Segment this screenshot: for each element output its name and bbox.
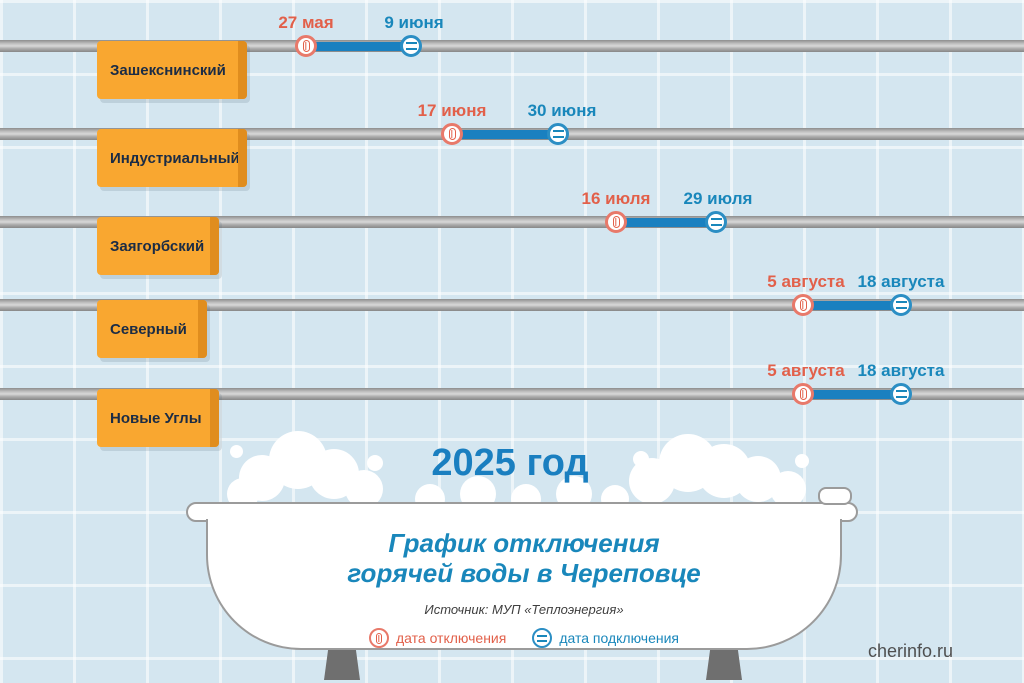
shutdown-legend-icon xyxy=(369,628,389,648)
district-tag: Новые Углы xyxy=(97,389,219,447)
valve-icon xyxy=(612,216,620,228)
reconnect-date: 18 августа xyxy=(857,361,945,380)
reconnect-marker-icon xyxy=(547,123,569,145)
foam-bubble xyxy=(770,471,806,507)
shutdown-date: 16 июля xyxy=(581,189,651,208)
valve-icon xyxy=(448,128,456,140)
foam-bubble xyxy=(633,451,649,467)
foam-bubble xyxy=(795,454,809,468)
reconnect-date: 9 июня xyxy=(384,13,444,32)
shutdown-marker-icon xyxy=(792,383,814,405)
equals-icon xyxy=(552,130,564,138)
pipe xyxy=(0,40,1024,52)
legend-item-shutdown: дата отключения xyxy=(369,628,506,648)
year-title: 2025 год xyxy=(431,442,589,484)
district-label: Зашекснинский xyxy=(110,61,226,79)
reconnect-marker-icon xyxy=(890,294,912,316)
shutdown-date: 17 июня xyxy=(417,101,487,120)
pipe xyxy=(0,216,1024,228)
timeline-bar xyxy=(452,130,558,139)
shutdown-marker-icon xyxy=(792,294,814,316)
pipe xyxy=(0,388,1024,400)
district-label: Заягорбский xyxy=(110,237,205,255)
tub-leg xyxy=(706,648,742,680)
valve-icon xyxy=(302,40,310,52)
valve-icon xyxy=(799,299,807,311)
district-label: Индустриальный xyxy=(110,149,240,167)
timeline-bar xyxy=(803,390,901,399)
timeline-bar xyxy=(306,42,411,51)
bathtub-body xyxy=(206,519,842,650)
shutdown-marker-icon xyxy=(295,35,317,57)
district-label: Новые Углы xyxy=(110,409,202,427)
shutdown-marker-icon xyxy=(441,123,463,145)
foam-bubble xyxy=(367,455,383,471)
shutdown-date: 27 мая xyxy=(278,13,334,32)
district-tag: Зашекснинский xyxy=(97,41,247,99)
reconnect-marker-icon xyxy=(400,35,422,57)
equals-icon xyxy=(537,634,548,642)
timeline-bar xyxy=(616,218,716,227)
reconnect-marker-icon xyxy=(890,383,912,405)
legend: дата отключения дата подключения xyxy=(206,628,842,648)
legend-reconnect-label: дата подключения xyxy=(559,630,679,646)
bathtub-content: График отключения горячей воды в Черепов… xyxy=(206,528,842,648)
tub-leg xyxy=(324,648,360,680)
district-tag: Индустриальный xyxy=(97,129,247,187)
equals-icon xyxy=(895,301,907,309)
faucet-icon xyxy=(818,487,852,505)
reconnect-date: 29 июля xyxy=(683,189,753,208)
equals-icon xyxy=(405,42,417,50)
reconnect-date: 18 августа xyxy=(857,272,945,291)
chart-title-line2: горячей воды в Череповце xyxy=(347,558,701,588)
legend-item-reconnect: дата подключения xyxy=(532,628,679,648)
reconnect-legend-icon xyxy=(532,628,553,648)
timeline-bar xyxy=(803,301,901,310)
foam-bubble xyxy=(345,470,383,508)
chart-title: График отключения горячей воды в Черепов… xyxy=(206,528,842,588)
legend-shutdown-label: дата отключения xyxy=(396,630,507,646)
site-watermark: cherinfo.ru xyxy=(868,641,954,661)
district-tag: Заягорбский xyxy=(97,217,219,275)
foam-bubble xyxy=(230,445,243,458)
pipe xyxy=(0,299,1024,311)
district-tag: Северный xyxy=(97,300,207,358)
shutdown-date: 5 августа xyxy=(767,272,845,291)
reconnect-date: 30 июня xyxy=(527,101,597,120)
district-label: Северный xyxy=(110,320,187,338)
reconnect-marker-icon xyxy=(705,211,727,233)
chart-title-line1: График отключения xyxy=(388,528,660,558)
valve-icon xyxy=(376,632,382,644)
valve-icon xyxy=(799,388,807,400)
equals-icon xyxy=(895,390,907,398)
shutdown-marker-icon xyxy=(605,211,627,233)
source-note: Источник: МУП «Теплоэнергия» xyxy=(424,602,624,617)
equals-icon xyxy=(710,218,722,226)
shutdown-date: 5 августа xyxy=(767,361,845,380)
